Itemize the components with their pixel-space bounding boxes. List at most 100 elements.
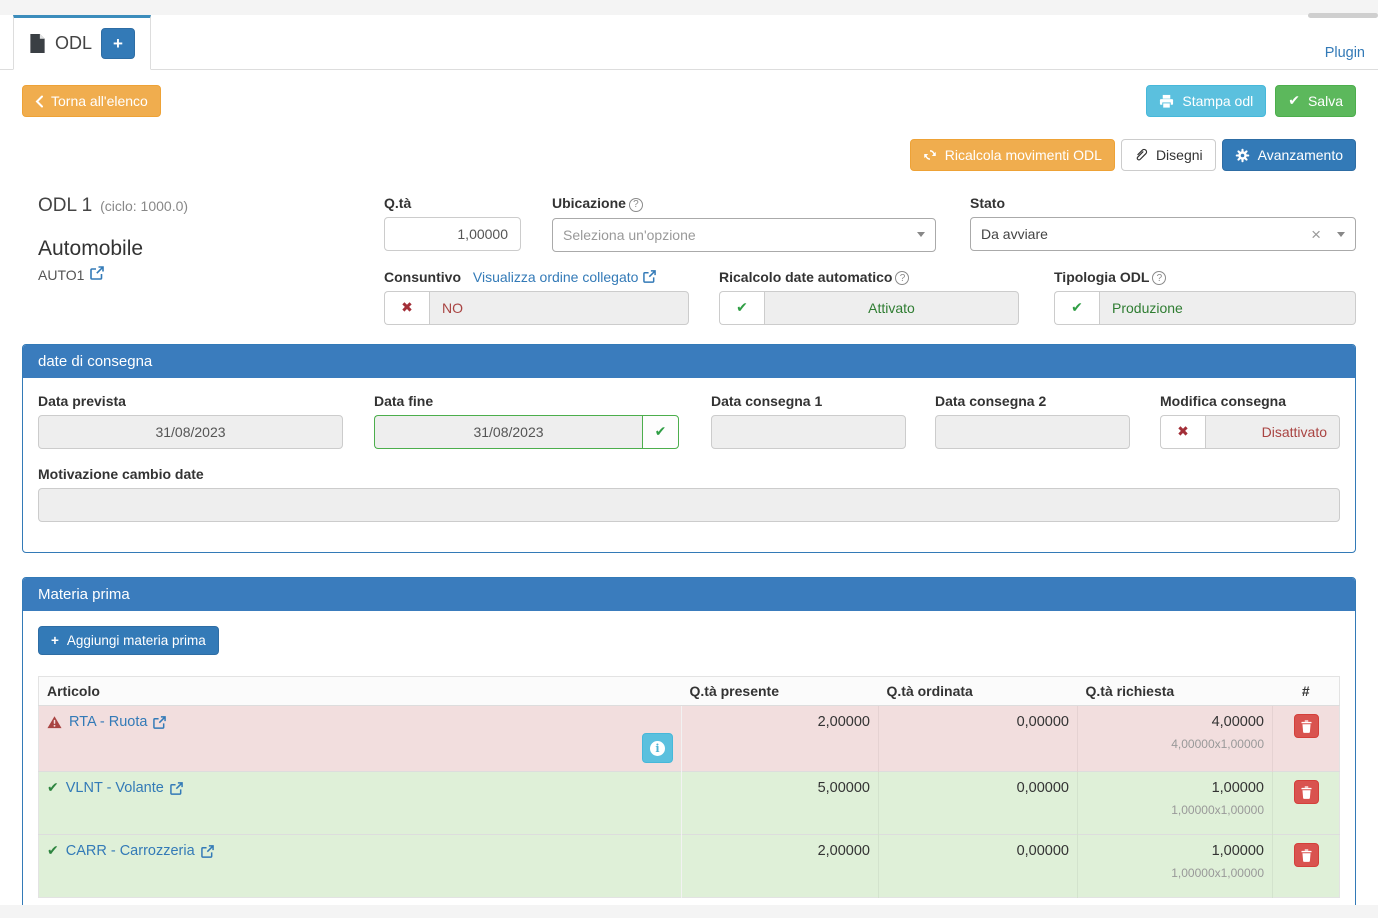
qty-label: Q.tà	[384, 195, 412, 211]
toolbar-actions: Ricalcola movimenti ODL Disegni Avanzame…	[22, 139, 1356, 171]
dates-panel-title: date di consegna	[23, 345, 1355, 378]
qty-ordered-cell: 0,00000	[878, 705, 1078, 772]
qty-ordered-cell: 0,00000	[878, 834, 1078, 898]
col-present: Q.tà presente	[681, 676, 879, 706]
date-valid-check-icon[interactable]: ✔	[642, 415, 679, 449]
external-link-icon	[643, 270, 657, 283]
auto-dates-value: Attivato	[764, 291, 1019, 325]
qty-requested-cell: 1,00000	[1211, 843, 1264, 859]
article-link[interactable]: CARR - Carrozzeria	[66, 843, 214, 859]
odl-type-value: Produzione	[1099, 291, 1356, 325]
delivery1-label: Data consegna 1	[711, 393, 823, 409]
qty-present-cell: 5,00000	[681, 771, 879, 835]
x-toggle-icon[interactable]: ✖	[1160, 415, 1205, 449]
plugin-link[interactable]: Plugin	[1324, 45, 1365, 61]
info-icon: i	[650, 740, 665, 756]
check-icon: ✔	[1288, 93, 1300, 109]
end-date-label: Data fine	[374, 393, 434, 409]
article-link[interactable]: RTA - Ruota	[69, 714, 167, 730]
materials-panel-title: Materia prima	[23, 578, 1355, 611]
status-select[interactable]: Da avviare ×	[970, 217, 1356, 251]
product-code: AUTO1	[38, 266, 85, 283]
change-delivery-toggle-group: ✖ Disattivato	[1160, 415, 1340, 449]
save-button[interactable]: ✔ Salva	[1275, 85, 1356, 117]
check-toggle-icon[interactable]: ✔	[719, 291, 764, 325]
help-icon: ?	[1152, 271, 1167, 285]
chevron-left-icon	[35, 95, 43, 108]
document-icon	[29, 34, 46, 53]
gear-icon	[1235, 148, 1250, 163]
auto-dates-toggle-group: ✔ Attivato	[719, 291, 1019, 325]
print-odl-button[interactable]: Stampa odl	[1146, 85, 1267, 117]
col-requested: Q.tà richiesta	[1077, 676, 1273, 706]
delete-row-button[interactable]	[1293, 780, 1319, 804]
linked-order-link[interactable]: Visualizza ordine collegato	[473, 269, 657, 285]
tab-odl[interactable]: ODL +	[13, 15, 152, 70]
article-link[interactable]: VLNT - Volante	[66, 780, 183, 796]
qty-present-cell: 2,00000	[681, 705, 879, 772]
order-title: ODL 1	[38, 195, 93, 216]
progress-button[interactable]: Avanzamento	[1221, 139, 1356, 171]
product-name: Automobile	[38, 237, 144, 260]
tab-odl-label: ODL	[55, 33, 93, 53]
plus-icon: +	[51, 633, 59, 648]
location-label: Ubicazione	[552, 195, 626, 211]
consuntivo-label: Consuntivo	[384, 268, 461, 285]
dates-panel: date di consegna Data prevista Data fine…	[22, 344, 1356, 553]
expected-date-label: Data prevista	[38, 393, 126, 409]
x-toggle-icon[interactable]: ✖	[384, 290, 429, 325]
qty-present-cell: 2,00000	[681, 834, 879, 898]
delivery1-input[interactable]	[711, 415, 906, 449]
delete-row-button[interactable]	[1293, 714, 1319, 738]
consuntivo-value: NO	[429, 290, 689, 325]
qty-ordered-cell: 0,00000	[878, 771, 1078, 835]
drawings-button[interactable]: Disegni	[1120, 139, 1216, 171]
delivery2-label: Data consegna 2	[935, 393, 1047, 409]
add-material-button[interactable]: + Aggiungi materia prima	[38, 626, 219, 655]
end-date-input[interactable]	[374, 415, 642, 449]
clear-icon[interactable]: ×	[1311, 224, 1321, 244]
auto-dates-label: Ricalcolo date automatico	[719, 268, 893, 285]
qty-requested-detail: 4,00000x1,00000	[1171, 737, 1264, 751]
new-odl-button[interactable]: +	[101, 28, 136, 59]
qty-requested-detail: 1,00000x1,00000	[1171, 803, 1264, 817]
materials-panel: Materia prima + Aggiungi materia prima A…	[22, 577, 1356, 914]
chevron-down-icon	[917, 232, 925, 237]
table-row: ✔ VLNT - Volante 5,00000 0,00000	[38, 771, 1340, 835]
back-to-list-button[interactable]: Torna all'elenco	[22, 85, 161, 117]
expected-date-input[interactable]	[38, 415, 343, 449]
location-placeholder: Seleziona un'opzione	[563, 226, 696, 243]
help-icon: ?	[628, 197, 643, 212]
toolbar-top: Torna all'elenco Stampa odl ✔ Salva	[22, 85, 1356, 117]
table-row: RTA - Ruota i 2,00000 0,00	[38, 705, 1340, 772]
reason-label: Motivazione cambio date	[38, 466, 204, 482]
paperclip-icon	[1134, 148, 1148, 162]
qty-requested-cell: 4,00000	[1211, 714, 1264, 730]
help-icon: ?	[895, 271, 910, 285]
external-link-icon	[169, 781, 183, 795]
delete-row-button[interactable]	[1293, 843, 1319, 867]
scrollbar-thumb[interactable]	[1308, 13, 1378, 18]
status-label: Stato	[970, 195, 1005, 211]
qty-requested-cell: 1,00000	[1211, 780, 1264, 796]
qty-requested-detail: 1,00000x1,00000	[1171, 866, 1264, 880]
reason-input[interactable]	[38, 488, 1340, 522]
col-article: Articolo	[38, 676, 682, 706]
refresh-icon	[923, 148, 937, 162]
table-row: ✔ CARR - Carrozzeria 2,00000 0,00000	[38, 834, 1340, 898]
printer-icon	[1159, 94, 1174, 109]
delivery2-input[interactable]	[935, 415, 1130, 449]
qty-input[interactable]	[384, 217, 521, 251]
recalculate-movements-button[interactable]: Ricalcola movimenti ODL	[909, 139, 1115, 171]
order-cycle: (ciclo: 1000.0)	[100, 198, 189, 214]
stock-info-button[interactable]: i	[642, 733, 673, 763]
status-value: Da avviare	[981, 226, 1048, 242]
check-toggle-icon[interactable]: ✔	[1054, 291, 1099, 325]
open-product-link[interactable]	[90, 266, 105, 283]
external-link-icon	[90, 266, 105, 280]
odl-type-toggle-group: ✔ Produzione	[1054, 291, 1356, 325]
external-link-icon	[153, 715, 167, 729]
page-top-strip	[0, 0, 1378, 15]
location-select[interactable]: Seleziona un'opzione	[552, 217, 936, 252]
warning-icon	[47, 715, 62, 729]
